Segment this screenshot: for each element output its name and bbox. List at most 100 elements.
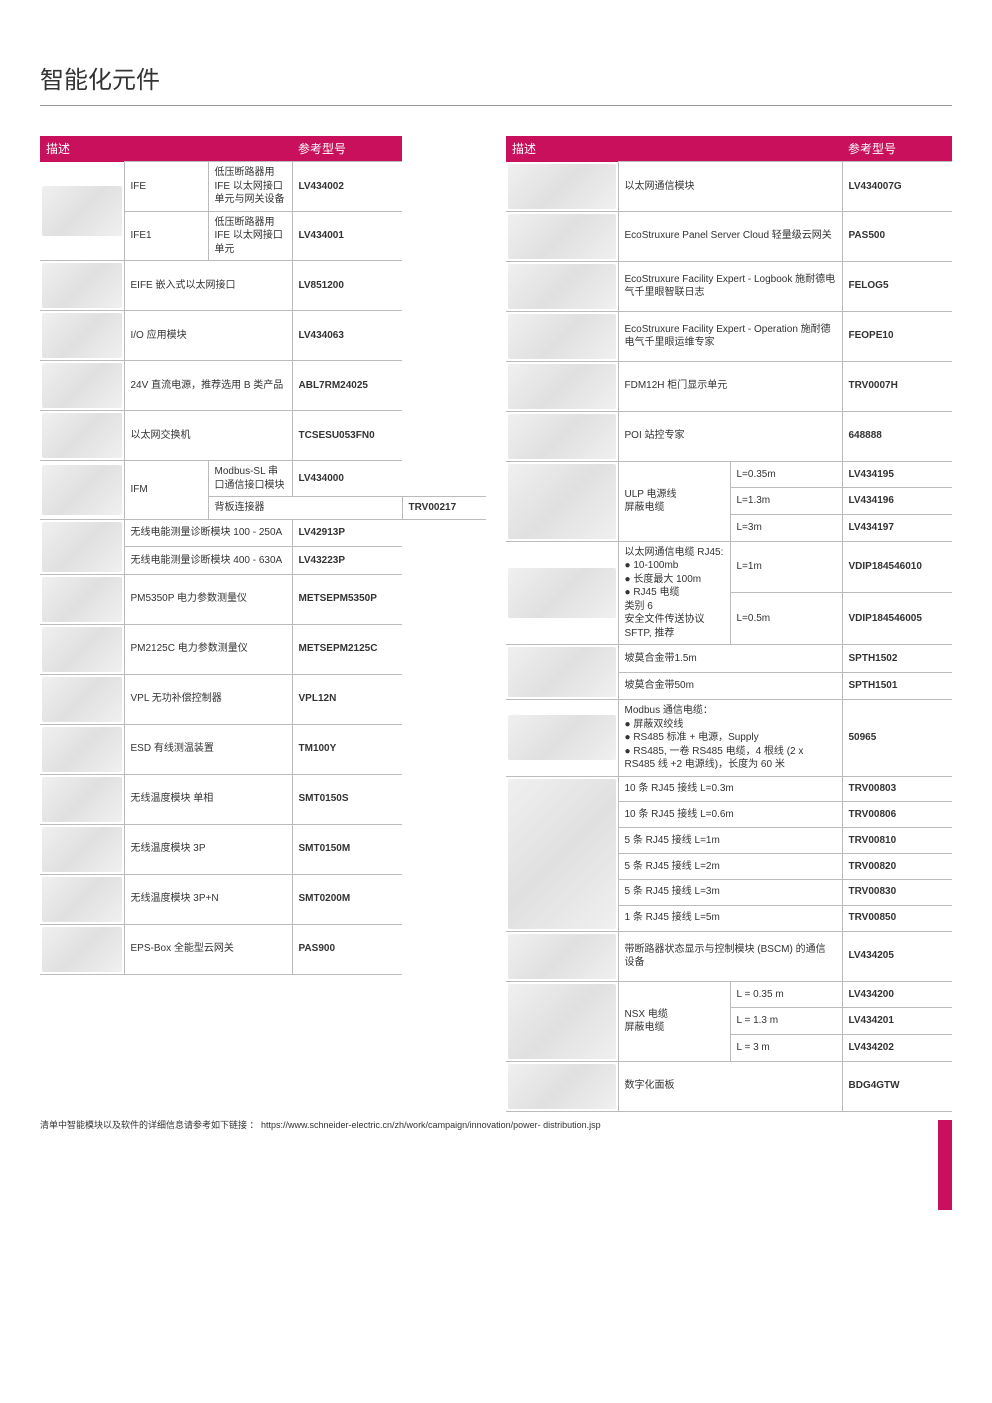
product-image — [506, 411, 618, 461]
product-ref: VDIP184546010 — [842, 541, 952, 593]
product-desc: EcoStruxure Facility Expert - Logbook 施耐… — [618, 261, 842, 311]
table-row: EcoStruxure Facility Expert - Logbook 施耐… — [506, 261, 952, 311]
product-ref: TRV00820 — [842, 853, 952, 879]
table-row: 数字化面板BDG4GTW — [506, 1061, 952, 1111]
product-ref: PAS500 — [842, 211, 952, 261]
product-desc: 数字化面板 — [618, 1061, 842, 1111]
product-ref: PAS900 — [292, 924, 402, 974]
product-desc: ESD 有线测温装置 — [124, 724, 292, 774]
product-desc: Modbus 通信电缆： ● 屏蔽双绞线 ● RS485 标准 + 电源，Sup… — [618, 700, 842, 777]
product-ref: SMT0200M — [292, 874, 402, 924]
product-image — [40, 874, 124, 924]
product-image — [40, 924, 124, 974]
product-image — [506, 541, 618, 645]
product-desc: FDM12H 柜门显示单元 — [618, 361, 842, 411]
product-ref: LV434201 — [842, 1008, 952, 1035]
table-row: NSX 电缆 屏蔽电缆L = 0.35 mLV434200 — [506, 981, 952, 1008]
product-table-left: 描述 参考型号 IFE低压断路器用 IFE 以太网接口单元与网关设备LV4340… — [40, 136, 486, 975]
product-image — [40, 162, 124, 261]
product-ref: TRV00806 — [842, 802, 952, 828]
product-desc: ULP 电源线 屏蔽电缆 — [618, 461, 730, 541]
table-row: EcoStruxure Facility Expert - Operation … — [506, 311, 952, 361]
product-desc: EcoStruxure Facility Expert - Operation … — [618, 311, 842, 361]
product-desc: POI 站控专家 — [618, 411, 842, 461]
product-ref: TRV00217 — [402, 497, 486, 520]
table-row: EIFE 嵌入式以太网接口LV851200 — [40, 261, 486, 311]
product-image — [506, 700, 618, 777]
product-image — [506, 981, 618, 1061]
product-desc: 24V 直流电源，推荐选用 B 类产品 — [124, 361, 292, 411]
product-length: L=1m — [730, 541, 842, 593]
product-code: IFE — [124, 162, 208, 212]
table-row: ESD 有线测温装置TM100Y — [40, 724, 486, 774]
product-length: L = 1.3 m — [730, 1008, 842, 1035]
product-ref: LV434002 — [292, 162, 402, 212]
table-row: EPS-Box 全能型云网关PAS900 — [40, 924, 486, 974]
product-ref: LV42913P — [292, 519, 402, 547]
product-desc: 低压断路器用 IFE 以太网接口单元与网关设备 — [208, 162, 292, 212]
product-desc: 5 条 RJ45 接线 L=1m — [618, 828, 842, 854]
product-ref: FELOG5 — [842, 261, 952, 311]
table-row: 无线电能测量诊断模块 100 - 250ALV42913P — [40, 519, 486, 547]
col-header-ref: 参考型号 — [292, 136, 402, 162]
title-divider — [40, 105, 952, 106]
table-row: Modbus 通信电缆： ● 屏蔽双绞线 ● RS485 标准 + 电源，Sup… — [506, 700, 952, 777]
product-ref: LV851200 — [292, 261, 402, 311]
product-ref: METSEPM5350P — [292, 574, 402, 624]
product-desc: 以太网交换机 — [124, 411, 292, 461]
product-image — [40, 774, 124, 824]
product-image — [506, 461, 618, 541]
product-image — [506, 311, 618, 361]
product-desc: 以太网通信模块 — [618, 162, 842, 212]
product-desc: PM2125C 电力参数测量仪 — [124, 624, 292, 674]
page-title: 智能化元件 — [40, 60, 952, 95]
product-desc: 无线电能测量诊断模块 100 - 250A — [124, 519, 292, 547]
product-ref: FEOPE10 — [842, 311, 952, 361]
product-image — [40, 624, 124, 674]
product-length: L=0.35m — [730, 461, 842, 488]
product-image — [506, 211, 618, 261]
product-desc: 5 条 RJ45 接线 L=2m — [618, 853, 842, 879]
product-image — [506, 261, 618, 311]
product-ref: LV434001 — [292, 211, 402, 261]
product-ref: LV434200 — [842, 981, 952, 1008]
product-ref: VPL12N — [292, 674, 402, 724]
table-row: PM2125C 电力参数测量仪METSEPM2125C — [40, 624, 486, 674]
product-image — [40, 311, 124, 361]
product-image — [506, 361, 618, 411]
table-row: EcoStruxure Panel Server Cloud 轻量级云网关PAS… — [506, 211, 952, 261]
product-desc: EcoStruxure Panel Server Cloud 轻量级云网关 — [618, 211, 842, 261]
table-row: 无线温度模块 单相SMT0150S — [40, 774, 486, 824]
product-table-right: 描述 参考型号 以太网通信模块LV434007GEcoStruxure Pane… — [506, 136, 952, 1112]
product-desc: 以太网通信电缆 RJ45: ● 10-100mb ● 长度最大 100m ● R… — [618, 541, 730, 645]
product-ref: LV434007G — [842, 162, 952, 212]
product-image — [40, 261, 124, 311]
table-row: 以太网通信电缆 RJ45: ● 10-100mb ● 长度最大 100m ● R… — [506, 541, 952, 593]
product-image — [40, 674, 124, 724]
product-image — [40, 461, 124, 520]
product-ref: LV434197 — [842, 514, 952, 541]
col-header-desc: 描述 — [40, 136, 292, 162]
product-ref: LV434195 — [842, 461, 952, 488]
product-ref: 648888 — [842, 411, 952, 461]
product-length: L=3m — [730, 514, 842, 541]
product-ref: LV434000 — [292, 461, 402, 497]
product-ref: LV434063 — [292, 311, 402, 361]
product-desc: 坡莫合金带1.5m — [618, 645, 842, 673]
product-ref: ABL7RM24025 — [292, 361, 402, 411]
product-desc: EIFE 嵌入式以太网接口 — [124, 261, 292, 311]
product-length: L=0.5m — [730, 593, 842, 645]
product-desc: 低压断路器用 IFE 以太网接口单元 — [208, 211, 292, 261]
table-row: IFMModbus-SL 串口通信接口模块LV434000 — [40, 461, 486, 497]
col-header-desc: 描述 — [506, 136, 842, 162]
product-ref: TM100Y — [292, 724, 402, 774]
product-ref: SPTH1502 — [842, 645, 952, 673]
product-image — [506, 645, 618, 700]
product-desc: 无线电能测量诊断模块 400 - 630A — [124, 547, 292, 575]
table-row: POI 站控专家648888 — [506, 411, 952, 461]
product-image — [40, 574, 124, 624]
product-desc: 1 条 RJ45 接线 L=5m — [618, 905, 842, 931]
product-ref: BDG4GTW — [842, 1061, 952, 1111]
product-desc: 无线温度模块 3P — [124, 824, 292, 874]
product-image — [506, 931, 618, 981]
